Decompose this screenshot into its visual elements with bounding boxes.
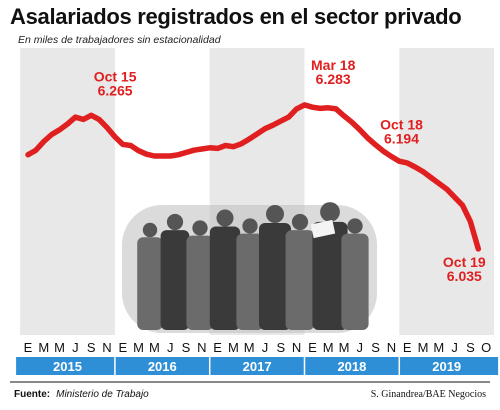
annotation-value-3: 6.035	[447, 268, 482, 284]
x-tick-label: N	[102, 340, 111, 355]
crowd-person-body	[341, 233, 369, 330]
x-tick-label: J	[357, 340, 364, 355]
x-tick-label: E	[213, 340, 222, 355]
x-tick-label: J	[72, 340, 79, 355]
year-shading-group	[20, 48, 495, 335]
crowd-photo-placeholder	[122, 202, 377, 333]
x-tick-label: S	[466, 340, 475, 355]
annotation-value-2: 6.194	[384, 130, 419, 146]
crowd-person-body	[160, 230, 190, 330]
x-tick-label: M	[244, 340, 255, 355]
x-tick-label: N	[197, 340, 206, 355]
crowd-person-body	[209, 226, 241, 330]
chart-title: Asalariados registrados en el sector pri…	[10, 4, 462, 29]
x-tick-label: S	[371, 340, 380, 355]
chart-subtitle: En miles de trabajadores sin estacionali…	[18, 34, 221, 46]
annotation-value-0: 6.265	[98, 82, 133, 98]
crowd-person-head	[291, 213, 309, 231]
credit-note: S. Ginandrea/BAE Negocios	[370, 389, 486, 400]
x-tick-label: M	[133, 340, 144, 355]
year-label-2016: 2016	[148, 359, 177, 374]
x-tick-label: E	[118, 340, 127, 355]
annotation-value-1: 6.283	[316, 71, 351, 87]
x-tick-label: M	[433, 340, 444, 355]
x-tick-label: M	[228, 340, 239, 355]
source-label: Fuente:	[14, 389, 51, 400]
year-band-shade-2015	[20, 48, 115, 335]
x-tick-label: J	[262, 340, 269, 355]
x-tick-label: E	[24, 340, 33, 355]
crowd-person-head	[266, 205, 284, 223]
year-label-2019: 2019	[432, 359, 461, 374]
x-tick-label: M	[323, 340, 334, 355]
crowd-person-body	[259, 223, 291, 330]
x-tick-label: N	[292, 340, 301, 355]
crowd-person-head	[192, 220, 208, 236]
crowd-person-body	[285, 230, 315, 330]
x-tick-label: J	[167, 340, 174, 355]
x-tick-label: S	[87, 340, 96, 355]
x-tick-label: M	[54, 340, 65, 355]
x-tick-label: O	[481, 340, 491, 355]
x-tick-label: S	[182, 340, 191, 355]
crowd-person-body	[236, 233, 264, 330]
series-line-asalariados	[25, 102, 482, 252]
year-label-2017: 2017	[243, 359, 272, 374]
crowd-person-head	[320, 202, 340, 222]
x-tick-label: J	[451, 340, 458, 355]
x-tick-label: E	[403, 340, 412, 355]
crowd-person-head	[142, 222, 158, 238]
x-tick-label: M	[38, 340, 49, 355]
x-tick-label: S	[276, 340, 285, 355]
year-label-2018: 2018	[337, 359, 366, 374]
source-note: Fuente: Ministerio de Trabajo	[14, 389, 149, 400]
annotation-label-3: Oct 19	[443, 254, 486, 270]
x-tick-label: M	[339, 340, 350, 355]
x-tick-label: E	[308, 340, 317, 355]
crowd-person-head	[242, 218, 258, 234]
crowd-person-body	[312, 221, 348, 330]
x-tick-label: M	[418, 340, 429, 355]
source-value: Ministerio de Trabajo	[56, 389, 149, 400]
crowd-person-head	[166, 213, 184, 231]
series-group	[25, 102, 482, 252]
crowd-person-body	[186, 235, 214, 330]
x-tick-label: M	[149, 340, 160, 355]
crowd-person-body	[137, 237, 163, 330]
annotation-label-0: Oct 15	[94, 68, 137, 84]
year-band-bar	[16, 357, 499, 375]
paper-sheet	[310, 219, 336, 239]
crowd-person-head	[347, 218, 363, 234]
annotation-label-1: Mar 18	[311, 57, 356, 73]
x-tick-label: N	[387, 340, 396, 355]
annotation-group: Oct 156.265 Mar 186.283 Oct 186.194 Oct 196…	[94, 57, 486, 284]
annotation-label-2: Oct 18	[380, 116, 423, 132]
year-label-2015: 2015	[53, 359, 82, 374]
crowd-person-head	[216, 209, 234, 227]
